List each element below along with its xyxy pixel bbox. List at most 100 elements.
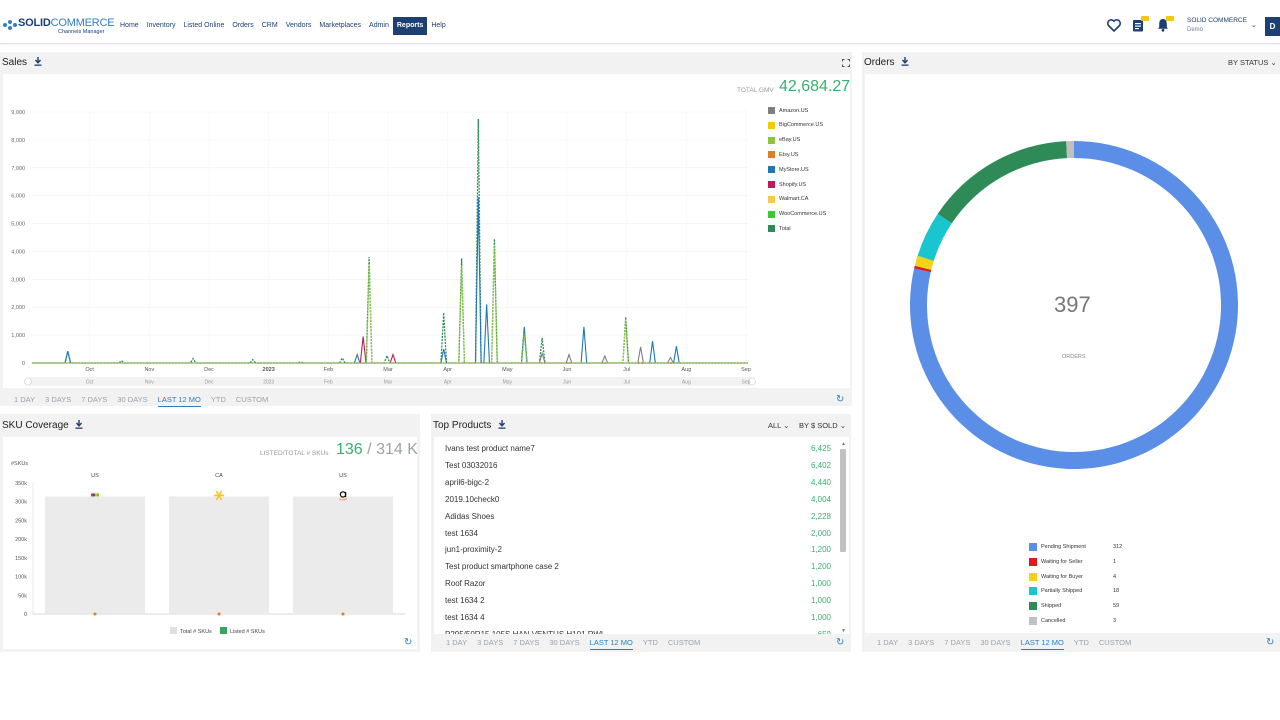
range-tab-3-days[interactable]: 3 DAYS xyxy=(477,638,504,647)
bar-total-skus[interactable] xyxy=(169,496,269,614)
nav-item-orders[interactable]: Orders xyxy=(232,22,254,29)
legend-label[interactable]: Listed # SKUs xyxy=(230,629,265,635)
orders-legend-item[interactable]: Waiting for Buyer 4 xyxy=(1029,572,1116,581)
sales-refresh-icon[interactable]: ↻ xyxy=(836,394,845,405)
range-tab-30-days[interactable]: 30 DAYS xyxy=(117,395,148,404)
top-products-refresh-icon[interactable]: ↻ xyxy=(836,637,845,648)
range-tab-ytd[interactable]: YTD xyxy=(210,395,226,404)
product-name: Adidas Shoes xyxy=(445,511,495,521)
orders-legend-item[interactable]: Pending Shipment 312 xyxy=(1029,543,1122,551)
sales-legend-item[interactable]: Total xyxy=(768,225,791,233)
chart-navigator[interactable] xyxy=(28,377,752,386)
slice-partially-shipped[interactable] xyxy=(917,213,952,261)
sales-legend-item[interactable]: MyStore.US xyxy=(768,166,809,174)
list-item[interactable]: Test product smartphone case 2 1,200 xyxy=(445,562,831,578)
heart-icon[interactable] xyxy=(1107,19,1121,32)
avatar[interactable]: D xyxy=(1265,17,1280,36)
y-tick-label: 350k xyxy=(15,481,27,487)
list-item[interactable]: Adidas Shoes 2,228 xyxy=(445,512,831,528)
range-tab-30-days[interactable]: 30 DAYS xyxy=(980,638,1011,647)
sales-legend-item[interactable]: WooCommerce.US xyxy=(768,210,826,218)
nav-item-home[interactable]: Home xyxy=(120,22,139,29)
download-icon[interactable] xyxy=(498,420,506,429)
slice-shipped[interactable] xyxy=(937,141,1068,224)
range-tab-last-12-mo[interactable]: LAST 12 MO xyxy=(589,638,633,650)
download-icon[interactable] xyxy=(75,420,83,429)
range-tab-last-12-mo[interactable]: LAST 12 MO xyxy=(1020,638,1064,650)
navigator-right-handle[interactable] xyxy=(748,377,756,386)
range-tab-3-days[interactable]: 3 DAYS xyxy=(908,638,935,647)
range-tab-1-day[interactable]: 1 DAY xyxy=(877,638,899,647)
nav-item-crm[interactable]: CRM xyxy=(261,22,278,29)
sales-legend-item[interactable]: Shopify.US xyxy=(768,181,806,188)
clipboard-icon[interactable] xyxy=(1132,18,1144,32)
list-item[interactable]: test 1634 4 1,000 xyxy=(445,613,831,629)
top-products-sort-dropdown[interactable]: BY $ SOLD ⌄ xyxy=(799,421,847,430)
range-tab-7-days[interactable]: 7 DAYS xyxy=(944,638,971,647)
nav-item-vendors[interactable]: Vendors xyxy=(285,22,312,29)
chevron-down-icon[interactable]: ⌄ xyxy=(1251,22,1257,29)
y-tick-label: 250k xyxy=(15,518,27,524)
list-item[interactable]: test 1634 2 1,000 xyxy=(445,596,831,612)
sales-legend-item[interactable]: Etsy.US xyxy=(768,151,798,159)
sku-refresh-icon[interactable]: ↻ xyxy=(404,637,413,648)
slice-waiting-for-seller[interactable] xyxy=(914,265,932,273)
range-tab-ytd[interactable]: YTD xyxy=(642,638,658,647)
range-tab-3-days[interactable]: 3 DAYS xyxy=(45,395,72,404)
nav-item-marketplaces[interactable]: Marketplaces xyxy=(319,22,362,29)
list-item[interactable]: P295/50R15 105S HAN VENTUS H101 RWL 659 xyxy=(445,630,831,634)
range-tab-1-day[interactable]: 1 DAY xyxy=(14,395,36,404)
range-tab-1-day[interactable]: 1 DAY xyxy=(446,638,468,647)
expand-icon[interactable] xyxy=(842,59,850,67)
tasks-badge xyxy=(1141,16,1149,21)
sales-legend-item[interactable]: Amazon.US xyxy=(768,107,808,114)
list-item[interactable]: Ivans test product name7 6,425 xyxy=(445,444,831,460)
range-tab-custom[interactable]: CUSTOM xyxy=(667,638,701,647)
user-company-name[interactable]: SOLID COMMERCE xyxy=(1187,17,1247,24)
list-item[interactable]: Roof Razor 1,000 xyxy=(445,579,831,595)
list-item[interactable]: Test 03032016 6,402 xyxy=(445,461,831,477)
range-tab-ytd[interactable]: YTD xyxy=(1073,638,1089,647)
product-name: 2019.10check0 xyxy=(445,494,500,504)
range-tab-custom[interactable]: CUSTOM xyxy=(235,395,269,404)
orders-legend-item[interactable]: Shipped 59 xyxy=(1029,602,1119,611)
range-tab-7-days[interactable]: 7 DAYS xyxy=(81,395,108,404)
range-tab-30-days[interactable]: 30 DAYS xyxy=(549,638,580,647)
orders-legend-item[interactable]: Cancelled 3 xyxy=(1029,617,1116,625)
top-products-filter-dropdown[interactable]: ALL ⌄ xyxy=(768,421,790,430)
orders-refresh-icon[interactable]: ↻ xyxy=(1266,637,1275,648)
download-icon[interactable] xyxy=(901,57,909,66)
nav-item-admin[interactable]: Admin xyxy=(369,22,389,29)
bar-total-skus[interactable] xyxy=(293,496,393,614)
orders-legend-item[interactable]: Waiting for Seller 1 xyxy=(1029,557,1116,566)
list-item[interactable]: jun1-proximity-2 1,200 xyxy=(445,545,831,561)
nav-item-listed-online[interactable]: Listed Online xyxy=(183,22,225,29)
list-item[interactable]: 2019.10check0 4,004 xyxy=(445,495,831,511)
top-products-scrollbar[interactable]: ▲ ▼ xyxy=(840,441,846,634)
slice-cancelled[interactable] xyxy=(1066,141,1074,159)
list-item[interactable]: test 1634 2,000 xyxy=(445,529,831,545)
orders-legend-item[interactable]: Partially Shipped 18 xyxy=(1029,587,1119,596)
orders-group-dropdown[interactable]: BY STATUS ⌄ xyxy=(1228,58,1277,67)
sales-legend-item[interactable]: BigCommerce.US xyxy=(768,121,823,129)
legend-label[interactable]: Total # SKUs xyxy=(180,629,212,635)
navigator-tick-label: Jun xyxy=(563,380,571,386)
navigator-left-handle[interactable] xyxy=(24,377,32,386)
navigator-tick-label: Nov xyxy=(145,380,154,386)
nav-item-reports[interactable]: Reports xyxy=(392,17,428,35)
range-tab-last-12-mo[interactable]: LAST 12 MO xyxy=(157,395,201,407)
range-tab-custom[interactable]: CUSTOM xyxy=(1098,638,1132,647)
bar-total-skus[interactable] xyxy=(45,496,145,614)
slice-waiting-for-buyer[interactable] xyxy=(914,255,934,270)
bell-icon[interactable] xyxy=(1157,18,1169,32)
list-item[interactable]: april6-bigc-2 4,440 xyxy=(445,478,831,494)
sku-ratio-value: 136 / 314 K xyxy=(336,441,418,458)
sales-legend-item[interactable]: eBay.US xyxy=(768,136,800,144)
download-icon[interactable] xyxy=(34,57,42,66)
sales-range-tabs: 1 DAY 3 DAYS 7 DAYS 30 DAYS LAST 12 MO YTD CUS… xyxy=(14,395,278,407)
sales-legend-item[interactable]: Walmart.CA xyxy=(768,195,808,203)
nav-item-inventory[interactable]: Inventory xyxy=(146,22,176,29)
nav-item-help[interactable]: Help xyxy=(431,22,446,29)
legend-count: 312 xyxy=(1113,544,1123,550)
range-tab-7-days[interactable]: 7 DAYS xyxy=(513,638,540,647)
